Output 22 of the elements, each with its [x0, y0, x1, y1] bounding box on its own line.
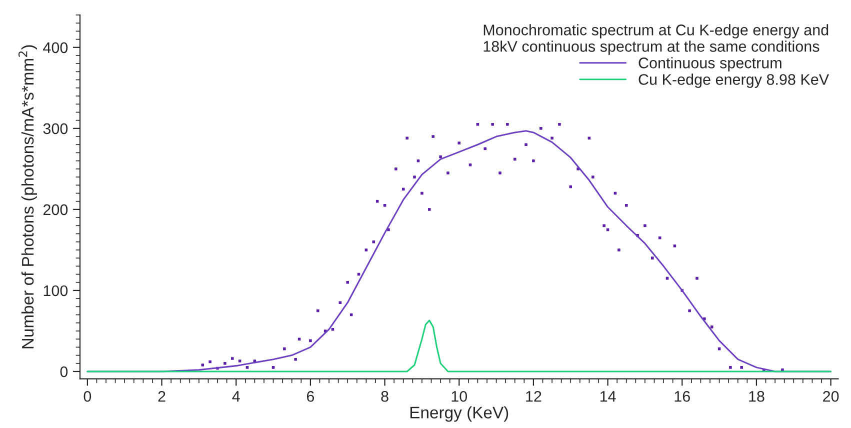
y-tick-label: 200 — [43, 204, 68, 216]
x-tick-label: 8 — [381, 390, 388, 402]
x-tick-label: 10 — [452, 390, 468, 402]
legend-label: Cu K-edge energy 8.98 KeV — [638, 74, 830, 88]
line-series — [86, 320, 832, 372]
y-tick-label: 300 — [43, 123, 68, 134]
y-tick-label: 400 — [43, 42, 68, 54]
x-tick-label: 4 — [232, 391, 240, 402]
x-tick-label: 16 — [674, 390, 690, 402]
legend-title: Monochromatic spectrum at Cu K-edge energy and 18kV continuous spectrum at the same conditions — [484, 24, 828, 55]
y-tick-label: 0 — [60, 366, 68, 378]
y-axis-title: Number of Photons (photons/mA*s*mm$^{2}$) — [18, 45, 37, 348]
y-tick-label: 100 — [44, 285, 68, 296]
x-tick-label: 12 — [526, 390, 542, 402]
x-tick-label: 18 — [749, 390, 764, 402]
x-tick-label: 2 — [158, 390, 166, 402]
x-tick-label: 14 — [600, 391, 616, 402]
legend-label: Continuous spectrum — [638, 57, 782, 72]
x-tick-label: 6 — [306, 390, 314, 402]
x-axis-title: Energy (KeV) — [410, 406, 508, 422]
x-tick-label: 0 — [84, 390, 92, 402]
x-tick-label: 20 — [823, 390, 839, 402]
